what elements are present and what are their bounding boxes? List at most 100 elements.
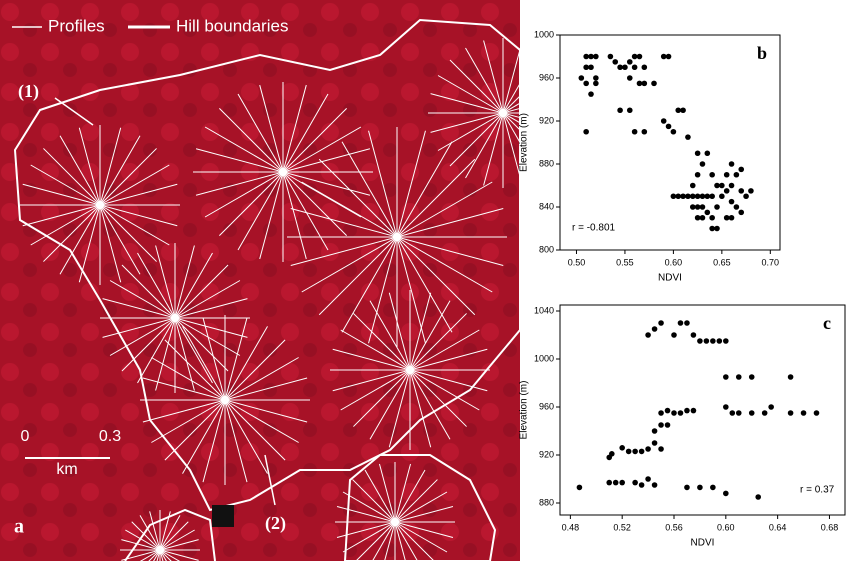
profile-line <box>22 183 101 206</box>
profile-center <box>499 109 507 117</box>
data-point <box>636 53 643 60</box>
data-point <box>709 214 715 221</box>
data-point <box>709 171 715 178</box>
profile-line <box>195 148 284 173</box>
profile-line <box>259 171 284 260</box>
data-point <box>658 422 664 428</box>
data-point <box>768 404 774 410</box>
profile-line <box>99 135 141 206</box>
data-point <box>694 150 701 157</box>
data-point <box>723 490 729 497</box>
profile-line <box>137 317 176 384</box>
profile-line <box>396 236 476 316</box>
profile-line <box>159 549 189 566</box>
profile-line <box>174 317 213 384</box>
data-point <box>660 53 667 60</box>
data-point <box>703 338 710 344</box>
profile-line <box>224 399 308 423</box>
profile-line <box>318 236 398 316</box>
data-point <box>704 150 711 157</box>
profile-line <box>174 280 241 319</box>
data-point <box>728 214 735 221</box>
data-point <box>671 410 677 416</box>
profile-line <box>159 515 181 551</box>
data-point <box>670 193 677 200</box>
data-point <box>697 338 703 344</box>
data-point <box>631 64 638 71</box>
profile-line <box>174 264 229 319</box>
profile-line <box>125 529 161 551</box>
y-tick-label: 1040 <box>534 305 554 315</box>
data-point <box>583 80 589 87</box>
x-tick-label: 0.60 <box>665 257 683 267</box>
profile-line <box>99 204 122 283</box>
panel-label: c <box>823 313 831 333</box>
profile-line <box>352 479 396 523</box>
data-point <box>641 64 648 71</box>
profile-line <box>174 298 248 319</box>
profile-line <box>409 300 451 371</box>
profile-line <box>150 549 161 566</box>
profile-line <box>342 491 396 523</box>
profile-line <box>204 171 284 218</box>
profile-line <box>332 369 411 392</box>
data-point <box>626 107 633 114</box>
data-point <box>626 59 633 65</box>
profile-line <box>174 317 195 391</box>
profile-line <box>99 204 141 275</box>
annotation: r = 0.37 <box>800 485 835 496</box>
profile-center <box>171 314 179 322</box>
data-point <box>612 479 619 486</box>
profile-line <box>282 171 347 236</box>
profile-line <box>502 40 523 114</box>
data-point <box>699 204 706 210</box>
x-tick-label: 0.60 <box>717 522 735 532</box>
data-point <box>670 128 677 135</box>
data-point <box>690 332 697 338</box>
profile-line <box>224 399 268 474</box>
data-point <box>583 128 589 135</box>
arrow <box>54 97 94 126</box>
x-axis-label: NDVI <box>691 538 715 549</box>
data-point <box>636 80 643 87</box>
profile-line <box>174 317 241 356</box>
profile-line <box>437 112 504 151</box>
profile-line <box>159 511 171 551</box>
data-point <box>684 407 690 414</box>
panel-label: b <box>757 43 767 63</box>
profile-line <box>121 539 161 551</box>
profile-line <box>396 236 426 344</box>
data-point <box>671 332 677 338</box>
data-point <box>677 320 684 326</box>
data-point <box>645 332 651 338</box>
profile-line <box>121 317 176 372</box>
profile-line <box>174 252 213 319</box>
data-point <box>660 118 667 124</box>
data-point <box>723 214 730 221</box>
x-axis-label: NDVI <box>658 273 682 284</box>
profile-line <box>22 204 101 227</box>
profile-line <box>364 469 396 523</box>
profile-center <box>96 201 104 209</box>
profile-line <box>159 539 199 551</box>
profile-line <box>388 292 411 371</box>
profile-line <box>502 47 541 114</box>
annotation: r = -0.801 <box>572 223 616 234</box>
x-tick-label: 0.48 <box>562 522 580 532</box>
profile-line <box>43 148 101 206</box>
profile-line <box>204 126 284 173</box>
data-point <box>723 171 730 178</box>
profile-line <box>502 112 569 151</box>
profile-line <box>409 369 480 411</box>
y-tick-label: 1000 <box>534 353 554 363</box>
x-tick-label: 0.56 <box>665 522 683 532</box>
profile-line <box>102 298 176 319</box>
data-point <box>748 374 755 380</box>
profile-line <box>409 329 480 371</box>
data-point <box>733 171 740 178</box>
data-point <box>719 182 725 189</box>
profile-line <box>131 549 161 566</box>
data-point <box>728 161 735 167</box>
profile-line <box>99 204 178 227</box>
profile-line <box>340 369 411 411</box>
